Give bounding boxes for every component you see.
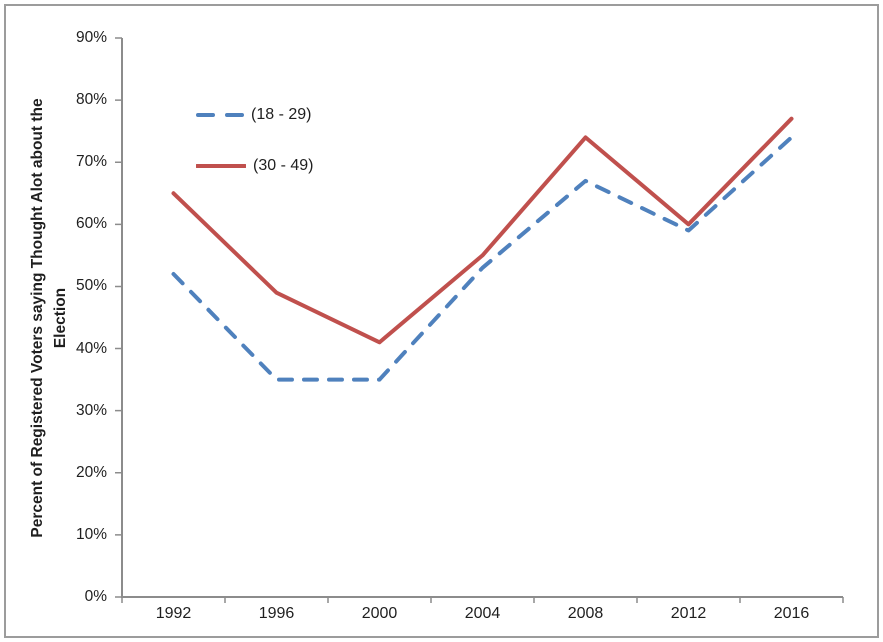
y-tick-label: 40% [75,339,107,357]
legend-item-18-29: (18 - 29) [196,103,311,127]
x-axis-label: 1996 [258,605,295,622]
y-axis-title-line1: Percent of Registered Voters saying Thou… [29,98,46,538]
y-tick-label: 50% [75,277,107,295]
x-axis-label: 2000 [361,605,398,622]
series-line-18-29 [171,135,794,382]
x-axis-label: 2004 [464,605,501,622]
x-axis-label: 2016 [773,605,810,622]
series-line-30-49 [171,116,794,345]
y-tick-label: 90% [75,29,107,46]
axis-ticks [115,37,844,603]
y-tick-label: 0% [84,588,107,605]
y-tick-label: 30% [75,401,107,419]
solid-line-sample [196,164,246,168]
dashed-line-sample [196,113,244,117]
legend-label-30-49: (30 - 49) [253,157,314,174]
x-axis-label: 1992 [155,605,192,622]
legend-item-30-49: (30 - 49) [196,154,313,178]
y-tick-label: 10% [75,525,107,543]
x-axis-label: 2012 [670,605,707,622]
legend-label-18-29: (18 - 29) [251,106,312,123]
y-tick-label: 80% [75,91,107,109]
x-axis-label: 2008 [567,605,604,622]
y-tick-label: 70% [75,153,107,171]
y-tick-label: 20% [75,463,107,481]
y-tick-label: 60% [75,215,107,233]
